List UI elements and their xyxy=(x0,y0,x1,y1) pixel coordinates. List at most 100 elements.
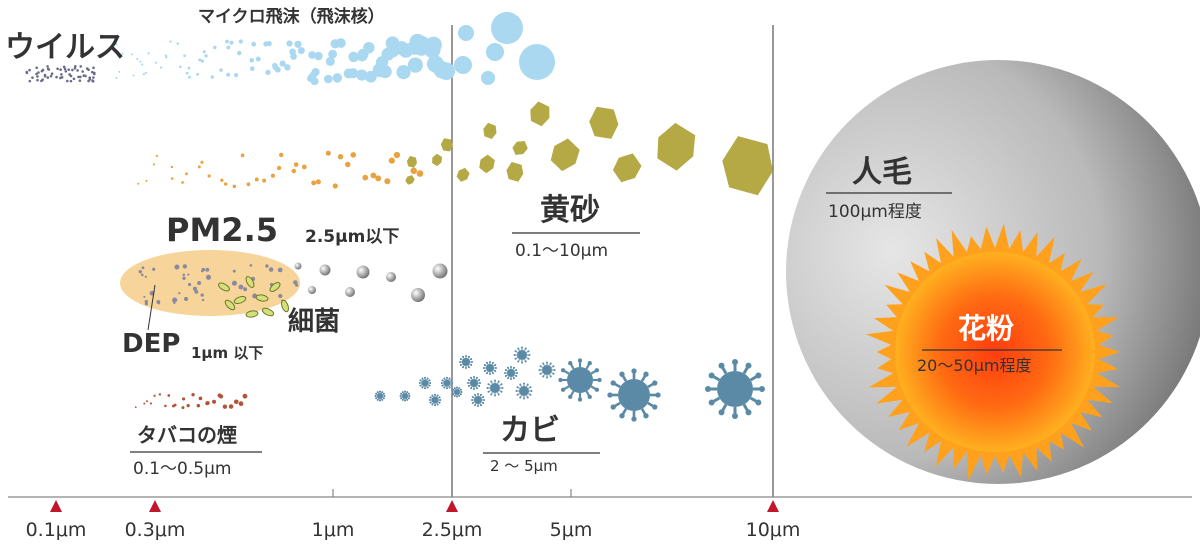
spore-tip xyxy=(519,396,522,399)
spore-tip xyxy=(523,397,525,400)
spore-tip xyxy=(495,367,497,369)
spore-tip xyxy=(643,413,649,419)
pollen-range: 20〜50μm程度 xyxy=(917,356,1032,375)
sand-grain-small xyxy=(388,157,395,164)
droplet xyxy=(325,56,335,66)
droplet xyxy=(237,50,242,56)
sand-grain xyxy=(483,122,497,139)
spore-tip xyxy=(418,382,421,384)
spore-tip xyxy=(494,394,496,397)
spore-tip xyxy=(480,404,482,407)
spore-tip xyxy=(400,397,403,400)
droplet xyxy=(348,51,359,63)
spore-tip xyxy=(521,346,523,349)
spore-tip xyxy=(568,394,573,400)
spore-body xyxy=(519,386,529,396)
spore-tip xyxy=(507,377,509,380)
spore-tip xyxy=(515,369,518,371)
bacteria-particles xyxy=(218,276,289,318)
pm-ball xyxy=(294,262,302,270)
spore-tip xyxy=(759,386,765,392)
tobacco-smoke-particles xyxy=(134,392,248,410)
pm-dot xyxy=(182,273,186,277)
droplet xyxy=(204,54,208,58)
spore-tip xyxy=(542,362,545,365)
spore-tip xyxy=(401,398,404,401)
spore-tip xyxy=(610,404,616,410)
virus-dot xyxy=(35,72,38,76)
pm-dot xyxy=(144,275,147,278)
virus-dot xyxy=(68,73,71,76)
spore-tip xyxy=(429,401,432,404)
bacteria-label: 細菌 xyxy=(288,307,340,337)
droplet xyxy=(265,69,271,75)
virus-dot xyxy=(25,71,29,75)
spore-tip xyxy=(708,399,715,406)
droplet xyxy=(142,73,145,76)
smoke-dot xyxy=(186,403,190,408)
sand-grain-small xyxy=(293,162,299,167)
smoke-dot xyxy=(212,399,217,404)
pm-dot xyxy=(156,300,161,304)
droplet xyxy=(159,66,163,69)
spore-tip xyxy=(553,369,556,371)
pollen-burst xyxy=(865,223,1121,481)
spore-tip xyxy=(441,384,444,387)
smoke-dot xyxy=(181,406,185,410)
spore-tip xyxy=(426,386,429,389)
spore-tip xyxy=(530,390,533,392)
spore-tip xyxy=(490,393,493,396)
virus-dot xyxy=(92,66,95,70)
sand-grain-small xyxy=(291,168,297,174)
droplet xyxy=(314,51,323,61)
pm-dot xyxy=(182,264,188,269)
spore-tip xyxy=(504,369,507,371)
virus-dot xyxy=(74,64,77,68)
spore-tip xyxy=(450,384,453,387)
spore-tip xyxy=(558,377,563,383)
sand-grain-small xyxy=(170,177,174,180)
spore-tip xyxy=(438,401,441,404)
mold-spore xyxy=(459,355,473,369)
spore-tip xyxy=(436,403,439,406)
pm25-particles xyxy=(138,262,448,306)
mold-spore xyxy=(428,393,442,407)
smoke-dot xyxy=(134,406,137,408)
spore-tip xyxy=(401,391,404,394)
virus-dot xyxy=(87,68,90,72)
virus-dot xyxy=(79,65,83,68)
pollen-core xyxy=(895,252,1095,452)
spore-tip xyxy=(383,395,386,397)
spore-tip xyxy=(482,402,485,404)
spore-tip xyxy=(494,379,496,382)
spore-tip xyxy=(490,380,493,383)
axis-marker xyxy=(149,500,161,512)
spore-tip xyxy=(440,382,443,384)
bacterium xyxy=(255,294,269,302)
spore-tip xyxy=(421,386,424,389)
spore-tip xyxy=(448,386,451,389)
spore-tip xyxy=(404,399,406,402)
spore-tip xyxy=(619,413,625,419)
spore-tip xyxy=(515,390,518,392)
mold-spores xyxy=(374,346,765,422)
mold-spore xyxy=(504,366,518,380)
yellow-sand-label: 黄砂 xyxy=(540,193,600,228)
sand-grain-small xyxy=(270,173,276,178)
mold-spore xyxy=(513,346,531,364)
sand-grain xyxy=(506,162,524,182)
spore-tip xyxy=(479,382,481,384)
spore-tip xyxy=(708,372,715,379)
spore-tip xyxy=(517,360,520,363)
pm-dot xyxy=(178,291,181,295)
spore-tip xyxy=(619,371,625,377)
droplet xyxy=(139,60,142,63)
virus-dot xyxy=(77,75,80,79)
pm-dot xyxy=(141,266,145,270)
spore-tip xyxy=(500,383,503,386)
pm-dot xyxy=(192,286,198,291)
virus-dot xyxy=(41,68,45,72)
yellow-sand-range: 0.1〜10μm xyxy=(515,241,608,261)
droplet xyxy=(185,71,189,75)
